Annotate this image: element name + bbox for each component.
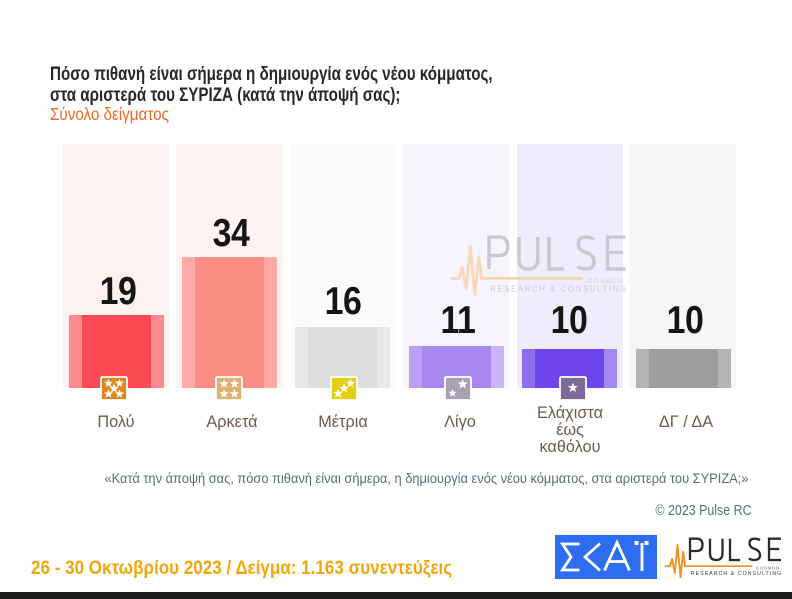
svg-text:RESEARCH & CONSULTING: RESEARCH & CONSULTING — [490, 285, 627, 294]
svg-text:KOSMON: KOSMON — [588, 278, 623, 285]
svg-text:RESEARCH & CONSULTING: RESEARCH & CONSULTING — [691, 571, 782, 577]
svg-text:KOSMON: KOSMON — [756, 565, 780, 570]
